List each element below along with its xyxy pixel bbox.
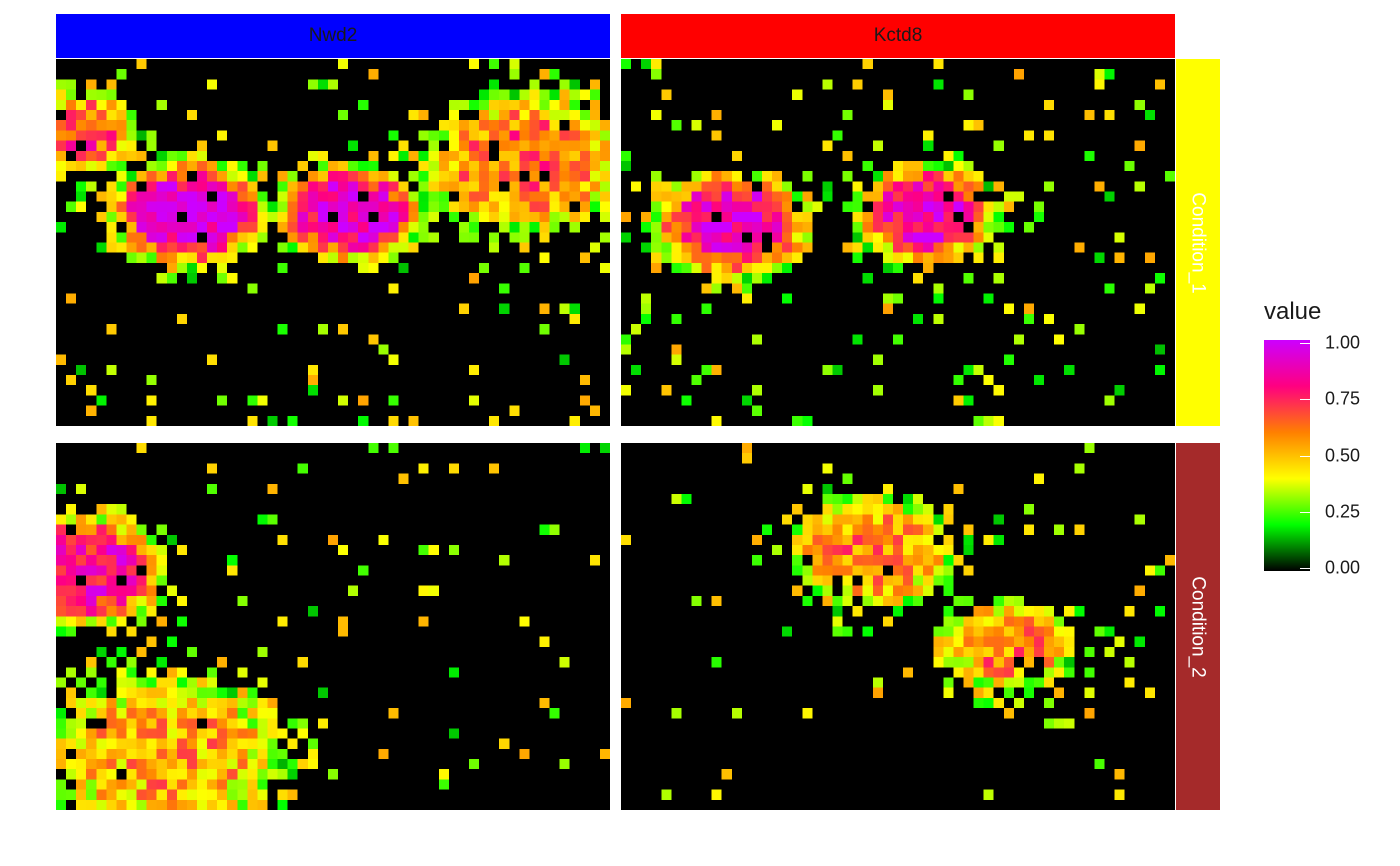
legend-tick-mark — [1300, 511, 1310, 513]
legend-tick-label: 0.75 — [1325, 388, 1361, 409]
facet-strip-kctd8: Kctd8 — [621, 14, 1175, 58]
heatmap-cells — [56, 59, 610, 426]
heatmap-panel-kctd8-condition-1 — [621, 59, 1175, 426]
facet-label-condition-2: Condition_2 — [1188, 575, 1210, 678]
heatmap-cells — [56, 443, 610, 810]
heatmap-cells — [621, 443, 1175, 810]
legend-tick-mark — [1300, 568, 1310, 569]
heatmap-panel-kctd8-condition-2 — [621, 443, 1175, 810]
heatmap-panel-nwd2-condition-1 — [56, 59, 610, 426]
legend-tick-label: 1.00 — [1325, 332, 1361, 353]
heatmap-panel-nwd2-condition-2 — [56, 443, 610, 810]
legend-tick-mark — [1300, 343, 1310, 344]
legend-tick-label: 0.00 — [1325, 557, 1361, 578]
facet-label-condition-1: Condition_1 — [1188, 191, 1210, 294]
legend-tick-mark — [1300, 455, 1310, 457]
heatmap-cells — [621, 59, 1175, 426]
legend-tick-label: 0.50 — [1325, 445, 1361, 465]
legend-tick-mark — [1300, 399, 1310, 401]
legend-title: value — [1264, 298, 1322, 325]
facet-strip-condition-1: Condition_1 — [1176, 59, 1220, 426]
facet-strip-condition-2: Condition_2 — [1176, 443, 1220, 810]
legend-tick-label: 0.25 — [1325, 501, 1361, 522]
facet-label-kctd8: Kctd8 — [873, 25, 923, 46]
facet-label-nwd2: Nwd2 — [308, 25, 358, 46]
facet-strip-nwd2: Nwd2 — [56, 14, 610, 58]
